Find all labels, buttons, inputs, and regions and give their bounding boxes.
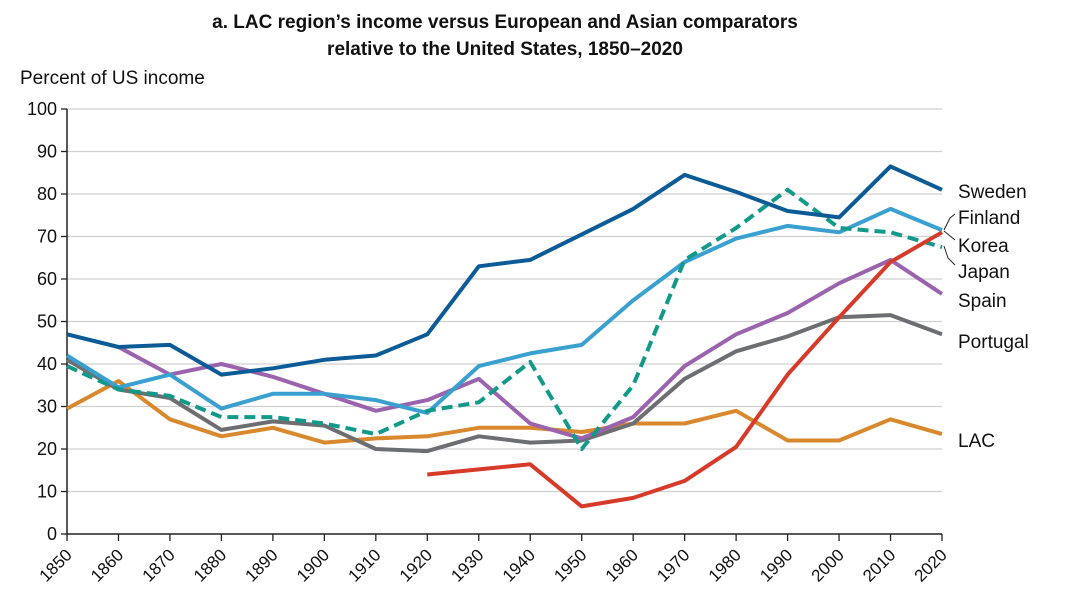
x-tick-label: 1890: [242, 545, 282, 585]
series-line-sweden: [66, 164, 943, 377]
y-axis-label: Percent of US income: [20, 68, 205, 89]
series-line-japan: [66, 187, 943, 451]
y-tick-label: 100: [27, 99, 57, 119]
y-tick-label: 60: [37, 269, 57, 289]
x-tick-label: 1850: [36, 545, 76, 585]
y-tick-label: 20: [37, 439, 57, 459]
leader-line-finland: [943, 213, 956, 231]
chart-title: a. LAC region’s income versus European a…: [212, 12, 798, 33]
series-label-sweden: Sweden: [958, 182, 1027, 203]
chart-subtitle: relative to the United States, 1850–2020: [327, 39, 683, 60]
series-label-spain: Spain: [958, 291, 1007, 312]
series-label-lac: LAC: [958, 431, 995, 452]
series-line-lac: [66, 379, 943, 445]
series-label-portugal: Portugal: [958, 332, 1029, 353]
series-line-portugal: [66, 313, 943, 454]
x-tick-label: 1910: [344, 545, 384, 585]
y-tick-label: 70: [37, 227, 57, 247]
leader-line-japan: [943, 245, 956, 266]
series-label-japan: Japan: [958, 262, 1010, 283]
series-label-finland: Finland: [958, 208, 1020, 229]
series-line-spain: [117, 257, 944, 441]
x-tick-label: 2020: [911, 545, 951, 585]
x-tick-label: 1880: [190, 545, 230, 585]
series-line-korea: [427, 230, 943, 509]
x-tick-label: 1860: [87, 545, 127, 585]
x-tick-label: 1990: [756, 545, 796, 585]
x-tick-label: 1870: [139, 545, 179, 585]
series-line-finland: [65, 206, 943, 415]
x-tick-label: 2010: [859, 545, 899, 585]
x-tick-label: 1960: [602, 545, 642, 585]
x-tick-label: 1950: [550, 545, 590, 585]
y-tick-label: 50: [37, 312, 57, 332]
x-tick-label: 2000: [808, 545, 848, 585]
x-tick-label: 1940: [499, 545, 539, 585]
x-tick-label: 1920: [396, 545, 436, 585]
y-tick-label: 80: [37, 184, 57, 204]
y-tick-label: 10: [37, 482, 57, 502]
y-tick-label: 90: [37, 142, 57, 162]
x-tick-label: 1900: [293, 545, 333, 585]
series-label-korea: Korea: [958, 236, 1009, 257]
x-tick-label: 1980: [705, 545, 745, 585]
x-tick-label: 1970: [653, 545, 693, 585]
leader-line-korea: [943, 230, 956, 241]
y-tick-label: 0: [47, 524, 57, 544]
x-tick-label: 1930: [447, 545, 487, 585]
y-tick-label: 30: [37, 397, 57, 417]
y-tick-label: 40: [37, 354, 57, 374]
